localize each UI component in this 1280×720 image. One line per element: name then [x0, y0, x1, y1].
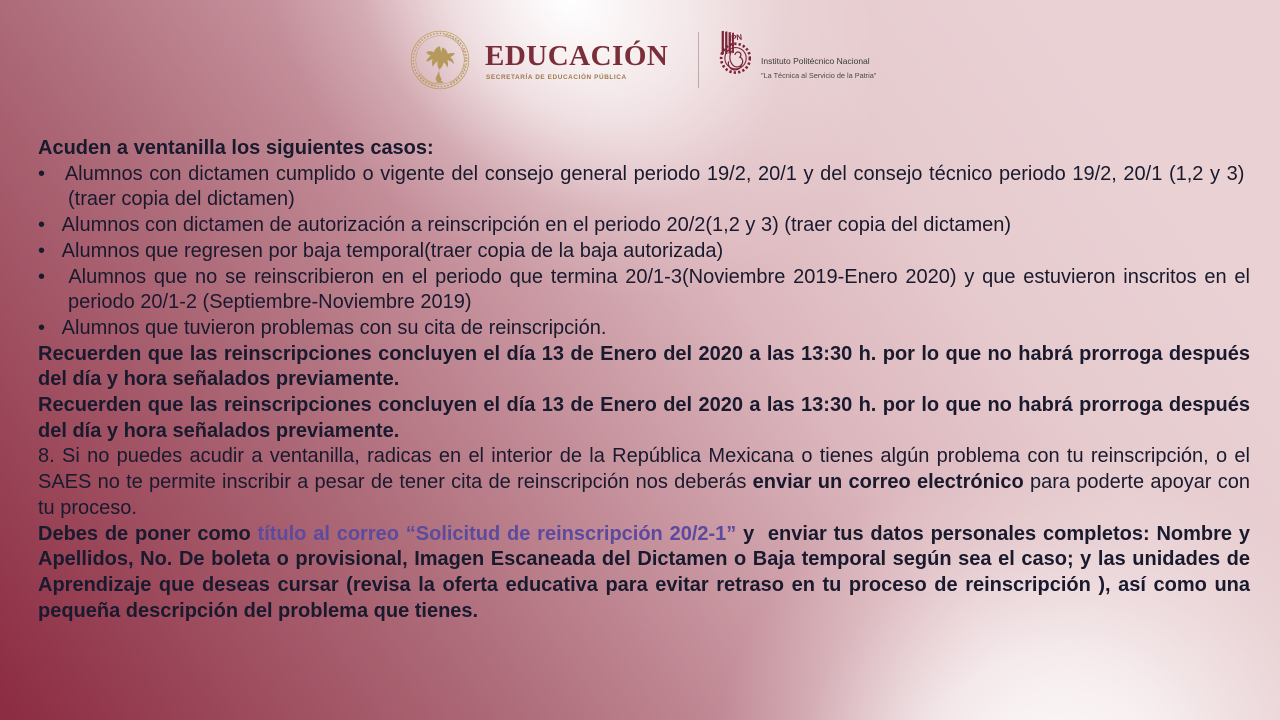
- svg-text:IPN: IPN: [729, 33, 743, 44]
